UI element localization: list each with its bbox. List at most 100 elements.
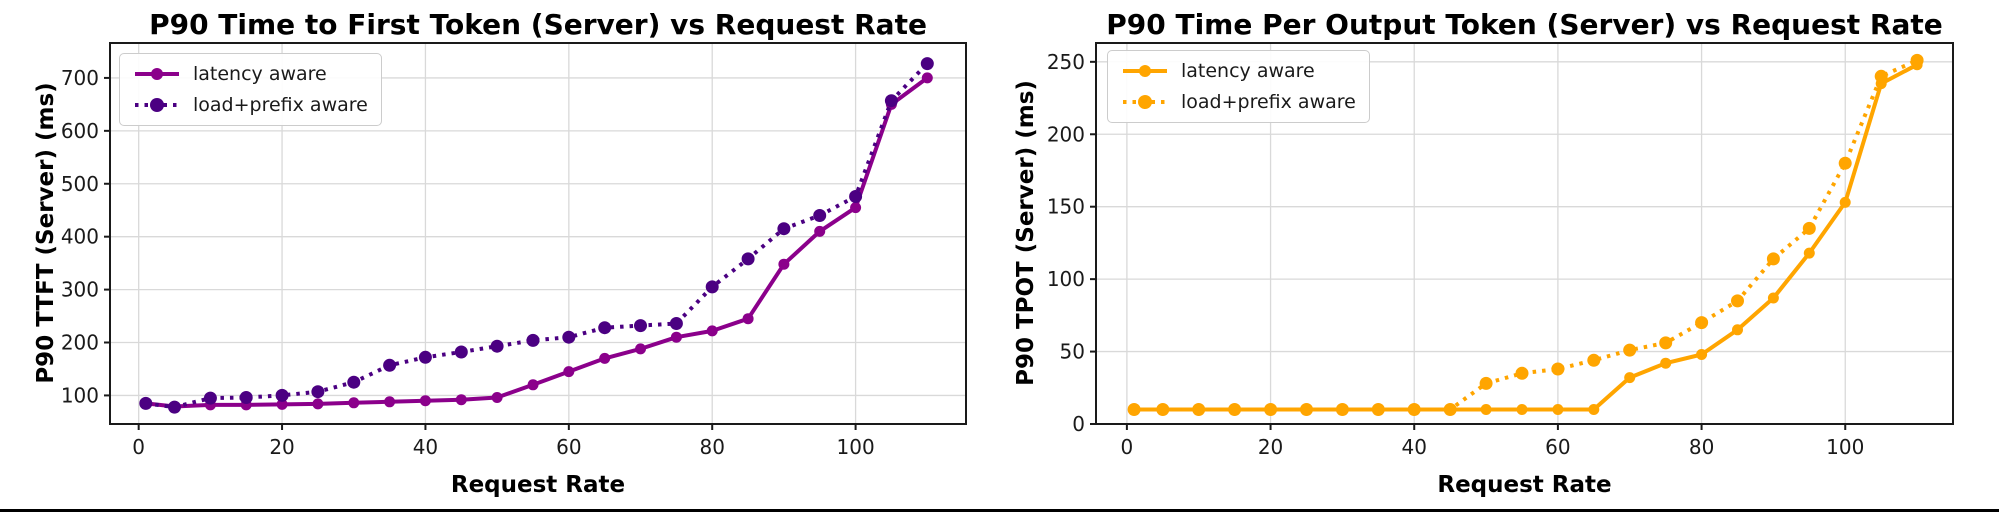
series-marker-solid — [778, 258, 790, 270]
series-marker-dotted — [598, 321, 612, 335]
plot-spines — [1095, 42, 1954, 425]
series-marker-dotted — [884, 94, 898, 108]
series-marker-dotted — [562, 330, 576, 344]
series-marker-dotted — [1659, 336, 1673, 350]
x-tick-label: 100 — [1826, 435, 1864, 459]
series-marker-solid — [1767, 292, 1779, 304]
series-marker-dotted — [239, 391, 253, 404]
legend-row: latency aware — [133, 61, 368, 87]
legend-swatch-dotted-line-icon — [1123, 95, 1167, 109]
series-marker-solid — [455, 394, 467, 406]
legend-label: latency aware — [193, 63, 327, 85]
series-marker-dotted — [168, 400, 181, 414]
series-marker-dotted — [1127, 403, 1141, 416]
tpot-y-axis-label: P90 TPOT (Server) (ms) — [1013, 80, 1039, 386]
series-marker-solid — [814, 225, 826, 237]
x-tick-label: 20 — [269, 435, 294, 459]
tpot-legend: latency aware load+prefix aware — [1107, 50, 1370, 123]
series-line-dotted — [1134, 58, 1918, 412]
series-marker-solid — [384, 396, 396, 408]
series-marker-dotted — [1695, 316, 1709, 330]
x-tick-label: 0 — [1121, 435, 1134, 459]
series-marker-dotted — [1515, 366, 1529, 380]
series-marker-solid — [1624, 372, 1636, 384]
series-marker-dotted — [1802, 221, 1816, 235]
legend-row: load+prefix aware — [1121, 89, 1356, 115]
x-tick-label: 100 — [837, 435, 875, 459]
series-marker-solid — [742, 313, 754, 325]
series-marker-dotted — [1766, 252, 1780, 266]
legend-label: latency aware — [1181, 60, 1315, 82]
series-marker-dotted — [1300, 403, 1313, 416]
series-marker-dotted — [1874, 69, 1888, 83]
series-marker-solid — [491, 392, 503, 403]
series-line-solid — [145, 76, 929, 409]
y-tick-label: 300 — [61, 278, 99, 302]
series-marker-solid — [276, 398, 288, 410]
series-marker-solid — [850, 202, 862, 214]
series-marker-solid — [563, 366, 575, 378]
legend-swatch-marker — [1139, 65, 1151, 77]
series-marker-dotted — [139, 396, 153, 410]
series-marker-solid — [1552, 404, 1564, 415]
series-marker-dotted — [741, 252, 755, 266]
series-marker-dotted — [418, 350, 432, 364]
series-marker-solid — [1480, 404, 1492, 415]
y-tick-label: 100 — [1047, 267, 1085, 291]
series-marker-dotted — [1838, 156, 1852, 170]
legend-swatch-solid-line-icon — [135, 68, 179, 80]
series-marker-dotted — [1731, 294, 1744, 308]
series-marker-solid — [1839, 196, 1851, 208]
series-marker-solid — [706, 325, 718, 337]
series-marker-dotted — [1587, 353, 1601, 367]
series-marker-dotted — [526, 333, 540, 347]
series-marker-dotted — [203, 391, 217, 405]
x-tick-label: 0 — [132, 435, 145, 459]
ttft-legend: latency aware load+prefix aware — [119, 53, 382, 126]
x-tick-label: 60 — [1545, 435, 1570, 459]
plot-spines — [109, 42, 967, 425]
series-marker-solid — [670, 331, 682, 343]
tpot-chart-title: P90 Time Per Output Token (Server) vs Re… — [1106, 8, 1943, 41]
series-marker-dotted — [1623, 343, 1637, 357]
series-marker-dotted — [1335, 403, 1349, 416]
series-marker-solid — [527, 379, 539, 391]
series-marker-solid — [312, 398, 324, 410]
legend-swatch-solid-line-icon — [1123, 65, 1167, 77]
x-tick-label: 40 — [1402, 435, 1427, 459]
series-marker-solid — [419, 395, 431, 407]
y-tick-label: 600 — [61, 119, 99, 143]
series-marker-dotted — [311, 385, 325, 399]
y-tick-label: 500 — [61, 172, 99, 196]
tpot-figure: 0 20 40 60 80 100 0 50 100 150 200 250 P90 Time Per… — [999, 0, 1999, 505]
series-marker-dotted — [669, 317, 683, 330]
legend-swatch-marker — [150, 98, 164, 112]
y-tick-label: 400 — [61, 225, 99, 249]
series-marker-solid — [1588, 404, 1600, 415]
series-marker-dotted — [1910, 53, 1924, 67]
x-tick-label: 60 — [556, 435, 581, 459]
y-tick-label: 200 — [61, 331, 99, 355]
y-tick-label: 200 — [1047, 122, 1085, 146]
series-marker-dotted — [1443, 403, 1457, 416]
series-marker-dotted — [1156, 403, 1170, 416]
legend-row: load+prefix aware — [133, 92, 368, 118]
ttft-figure: 0 20 40 60 80 100 100 200 300 400 500 600 700 P90 Ti… — [0, 0, 1000, 505]
series-marker-dotted — [849, 190, 863, 203]
series-marker-dotted — [1228, 403, 1242, 416]
x-tick-label: 80 — [1689, 435, 1714, 459]
ttft-plot-svg: 0 20 40 60 80 100 100 200 300 400 500 600 700 — [61, 42, 967, 459]
series-marker-dotted — [275, 388, 289, 402]
series-marker-dotted — [347, 375, 361, 389]
series-marker-dotted — [1192, 403, 1206, 416]
series-marker-solid — [635, 343, 646, 355]
y-tick-label: 150 — [1047, 195, 1085, 219]
series-marker-dotted — [1551, 362, 1565, 376]
series-marker-solid — [921, 72, 933, 84]
series-marker-dotted — [1371, 403, 1385, 416]
series-marker-solid — [1696, 349, 1708, 360]
legend-row: latency aware — [1121, 58, 1356, 84]
series-line-dotted — [145, 62, 929, 410]
y-tick-label: 0 — [1072, 412, 1085, 436]
